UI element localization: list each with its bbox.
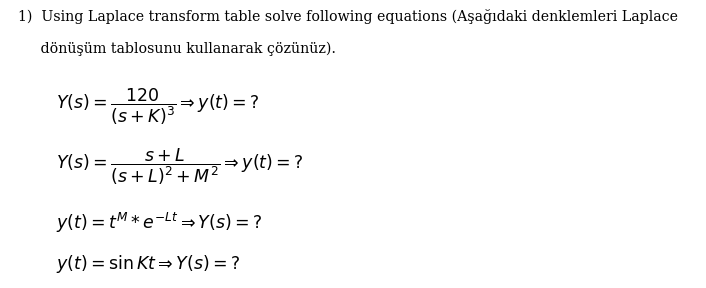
Text: $y(t) = \sin Kt \Rightarrow Y(s) =?$: $y(t) = \sin Kt \Rightarrow Y(s) =?$ [56, 253, 241, 274]
Text: dönüşüm tablosunu kullanarak çözünüz).: dönüşüm tablosunu kullanarak çözünüz). [18, 42, 335, 56]
Text: $Y(s) = \dfrac{120}{(s + K)^3} \Rightarrow y(t) =?$: $Y(s) = \dfrac{120}{(s + K)^3} \Rightarr… [56, 86, 260, 127]
Text: $Y(s) = \dfrac{s + L}{(s + L)^2 + M^2} \Rightarrow y(t) =?$: $Y(s) = \dfrac{s + L}{(s + L)^2 + M^2} \… [56, 147, 304, 187]
Text: 1)  Using Laplace transform table solve following equations (Aşağıdaki denklemle: 1) Using Laplace transform table solve f… [18, 9, 678, 24]
Text: $y(t) = t^{M} * e^{-Lt} \Rightarrow Y(s) =?$: $y(t) = t^{M} * e^{-Lt} \Rightarrow Y(s)… [56, 211, 263, 235]
